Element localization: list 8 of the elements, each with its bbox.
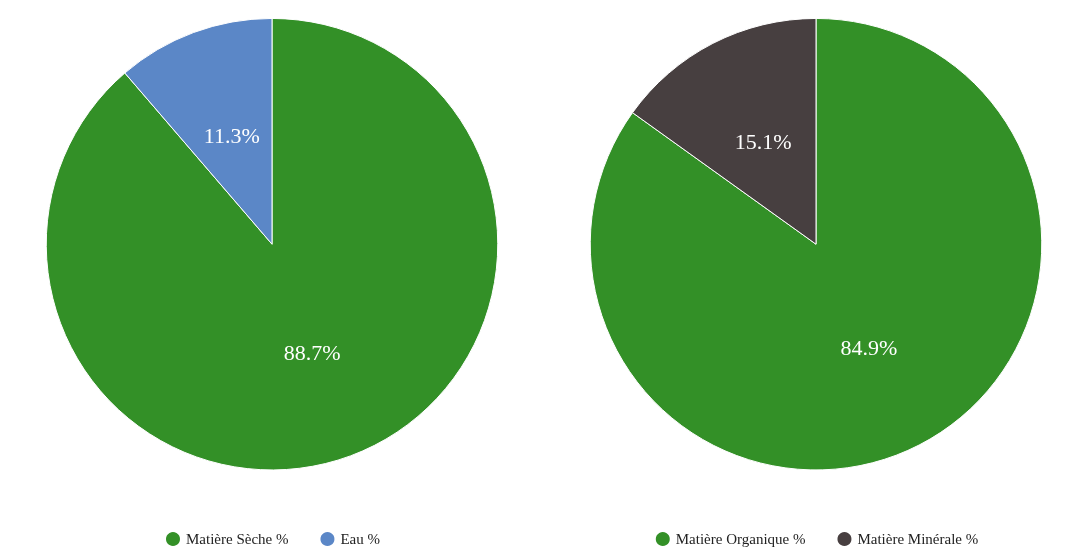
legend-label: Matière Organique % <box>675 531 806 547</box>
data-label: 11.3% <box>203 123 260 149</box>
legend-label: Matière Sèche % <box>185 531 289 547</box>
legend-label: Eau % <box>340 531 381 547</box>
data-label: 88.7% <box>283 340 341 366</box>
data-label: 84.9% <box>840 334 898 360</box>
data-label: 15.1% <box>734 128 792 154</box>
legend-label: Matière Minérale % <box>857 531 979 547</box>
